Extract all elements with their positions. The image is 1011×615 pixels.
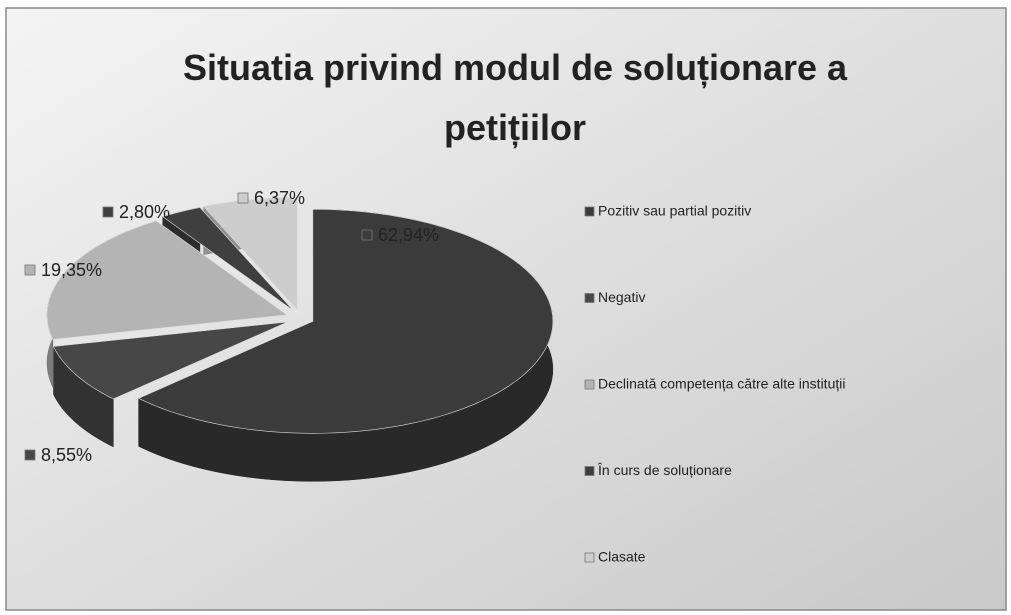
legend-swatch xyxy=(584,466,595,476)
label-marker xyxy=(237,192,249,204)
label-marker xyxy=(361,229,373,241)
legend-swatch xyxy=(584,552,595,563)
legend-label: Declinată competența către alte instituț… xyxy=(598,376,845,392)
legend-swatch xyxy=(584,206,595,217)
legend-label: Negativ xyxy=(598,289,645,305)
data-label: 2,80% xyxy=(119,202,170,222)
legend-label: În curs de soluționare xyxy=(597,462,732,478)
legend-swatch xyxy=(584,379,595,390)
label-marker xyxy=(24,449,36,461)
slice xyxy=(53,321,288,400)
label-marker xyxy=(24,264,36,276)
slice xyxy=(137,209,554,434)
slice xyxy=(46,220,288,340)
label-marker xyxy=(102,206,114,218)
data-label: 6,37% xyxy=(254,188,305,208)
legend-swatch xyxy=(584,293,595,303)
pie-tops xyxy=(46,197,554,434)
data-label: 62,94% xyxy=(378,225,439,245)
slice xyxy=(162,207,294,311)
data-label: 8,55% xyxy=(41,445,92,465)
legend-label: Pozitiv sau partial pozitiv xyxy=(598,203,751,219)
legend-label: Clasate xyxy=(598,549,646,565)
data-label: 19,35% xyxy=(41,260,102,280)
slice xyxy=(203,197,298,311)
